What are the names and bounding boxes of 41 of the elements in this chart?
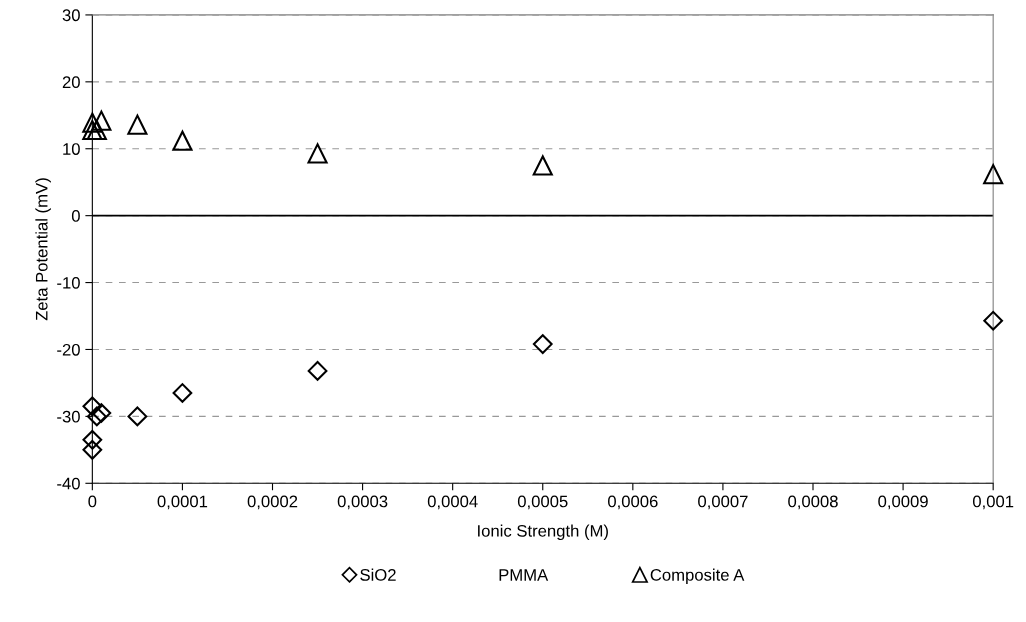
y-tick-label: 10: [63, 143, 80, 155]
point: [82, 112, 103, 133]
legend-label: Composite A: [650, 568, 745, 585]
point: [91, 403, 112, 423]
x-tick-label: 0,0002: [247, 495, 298, 510]
point: [983, 164, 1004, 185]
y-tick-label: -10: [57, 276, 80, 289]
point: [532, 334, 553, 354]
x-tick-label: 0,0006: [608, 495, 658, 510]
y-tick-label: 30: [62, 9, 80, 22]
point: [82, 429, 103, 450]
point: [172, 383, 193, 403]
x-tick-label: 0,0005: [517, 495, 568, 510]
y-tick-label: -20: [57, 343, 80, 356]
y-tick-label: 0: [71, 210, 80, 222]
point: [82, 439, 103, 460]
point: [307, 361, 328, 381]
point: [127, 114, 148, 135]
y-axis-title: Zeta Potential (mV): [35, 178, 51, 321]
x-tick-label: 0,0009: [878, 495, 928, 510]
point: [91, 110, 112, 131]
y-tick-label: -30: [57, 410, 80, 423]
x-tick-label: 0: [88, 495, 97, 508]
point: [532, 155, 553, 176]
x-tick-label: 0,0008: [788, 495, 838, 510]
legend-label: PMMA: [499, 569, 549, 581]
y-tick-label: -40: [57, 477, 80, 490]
point: [307, 143, 328, 164]
x-axis-title: Ionic Strength (M): [478, 524, 608, 541]
legend-label: SiO2: [360, 568, 396, 581]
x-tick-label: 0,0004: [427, 495, 478, 510]
x-tick-label: 0,0007: [698, 495, 748, 510]
x-tick-label: 0,0001: [157, 495, 208, 510]
x-tick-label: 0,0003: [337, 495, 388, 510]
point: [127, 406, 148, 427]
point: [172, 130, 193, 151]
x-tick-label: 0,001: [972, 495, 1014, 510]
y-tick-label: 20: [62, 76, 80, 89]
point: [82, 396, 103, 417]
point: [86, 406, 107, 427]
point: [983, 310, 1004, 331]
